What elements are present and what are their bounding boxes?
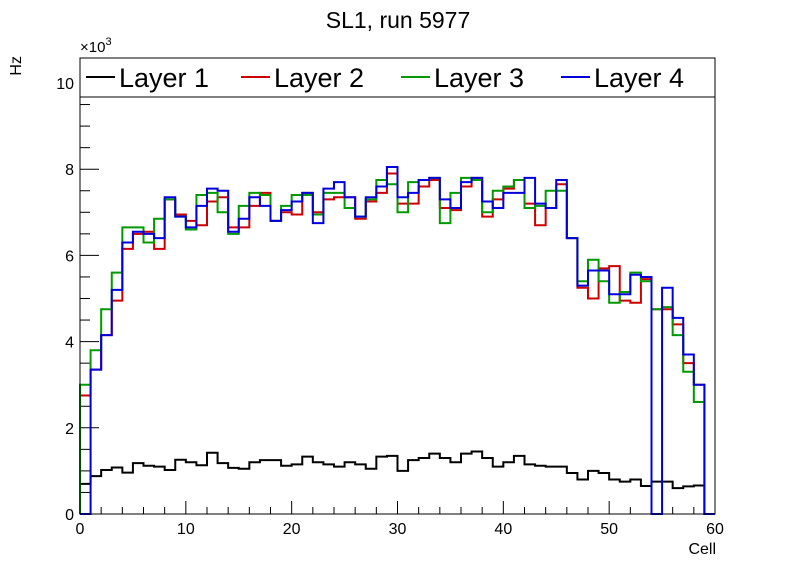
x-tick-label: 40 [494, 521, 512, 538]
x-tick-label: 0 [76, 521, 85, 538]
chart-title: SL1, run 5977 [326, 7, 471, 33]
x-tick-label: 50 [600, 521, 618, 538]
legend-box [79, 57, 716, 98]
series-line-layer-4 [80, 166, 715, 515]
y-tick-label: 0 [65, 507, 74, 524]
y-tick-label: 2 [65, 421, 74, 438]
x-tick-label: 10 [177, 521, 195, 538]
y-tick-label: 10 [56, 76, 74, 93]
y-tick-label: 8 [65, 162, 74, 179]
x-tick-label: 30 [389, 521, 407, 538]
x-axis-label: Cell [688, 541, 716, 558]
x-tick-label: 60 [706, 521, 724, 538]
series-line-layer-1 [79, 450, 715, 515]
legend-label-layer-1: Layer 1 [119, 63, 209, 93]
y-multiplier: ×103 [80, 36, 112, 56]
legend-label-layer-4: Layer 4 [594, 63, 684, 93]
axis-ticks: 0 10 20 30 40 50 60 0 2 4 6 8 10 [56, 76, 724, 538]
legend-label-layer-2: Layer 2 [274, 63, 364, 93]
legend-label-layer-3: Layer 3 [434, 63, 524, 93]
y-tick-label: 4 [65, 335, 74, 352]
y-multiplier-base: ×10 [80, 39, 105, 56]
x-tick-label: 20 [283, 521, 301, 538]
y-multiplier-exponent: 3 [105, 36, 111, 48]
legend: Layer 1 Layer 2 Layer 3 Layer 4 [79, 57, 716, 98]
y-axis-label: Hz [8, 56, 25, 76]
series-group [79, 166, 715, 515]
y-tick-label: 6 [65, 248, 74, 265]
